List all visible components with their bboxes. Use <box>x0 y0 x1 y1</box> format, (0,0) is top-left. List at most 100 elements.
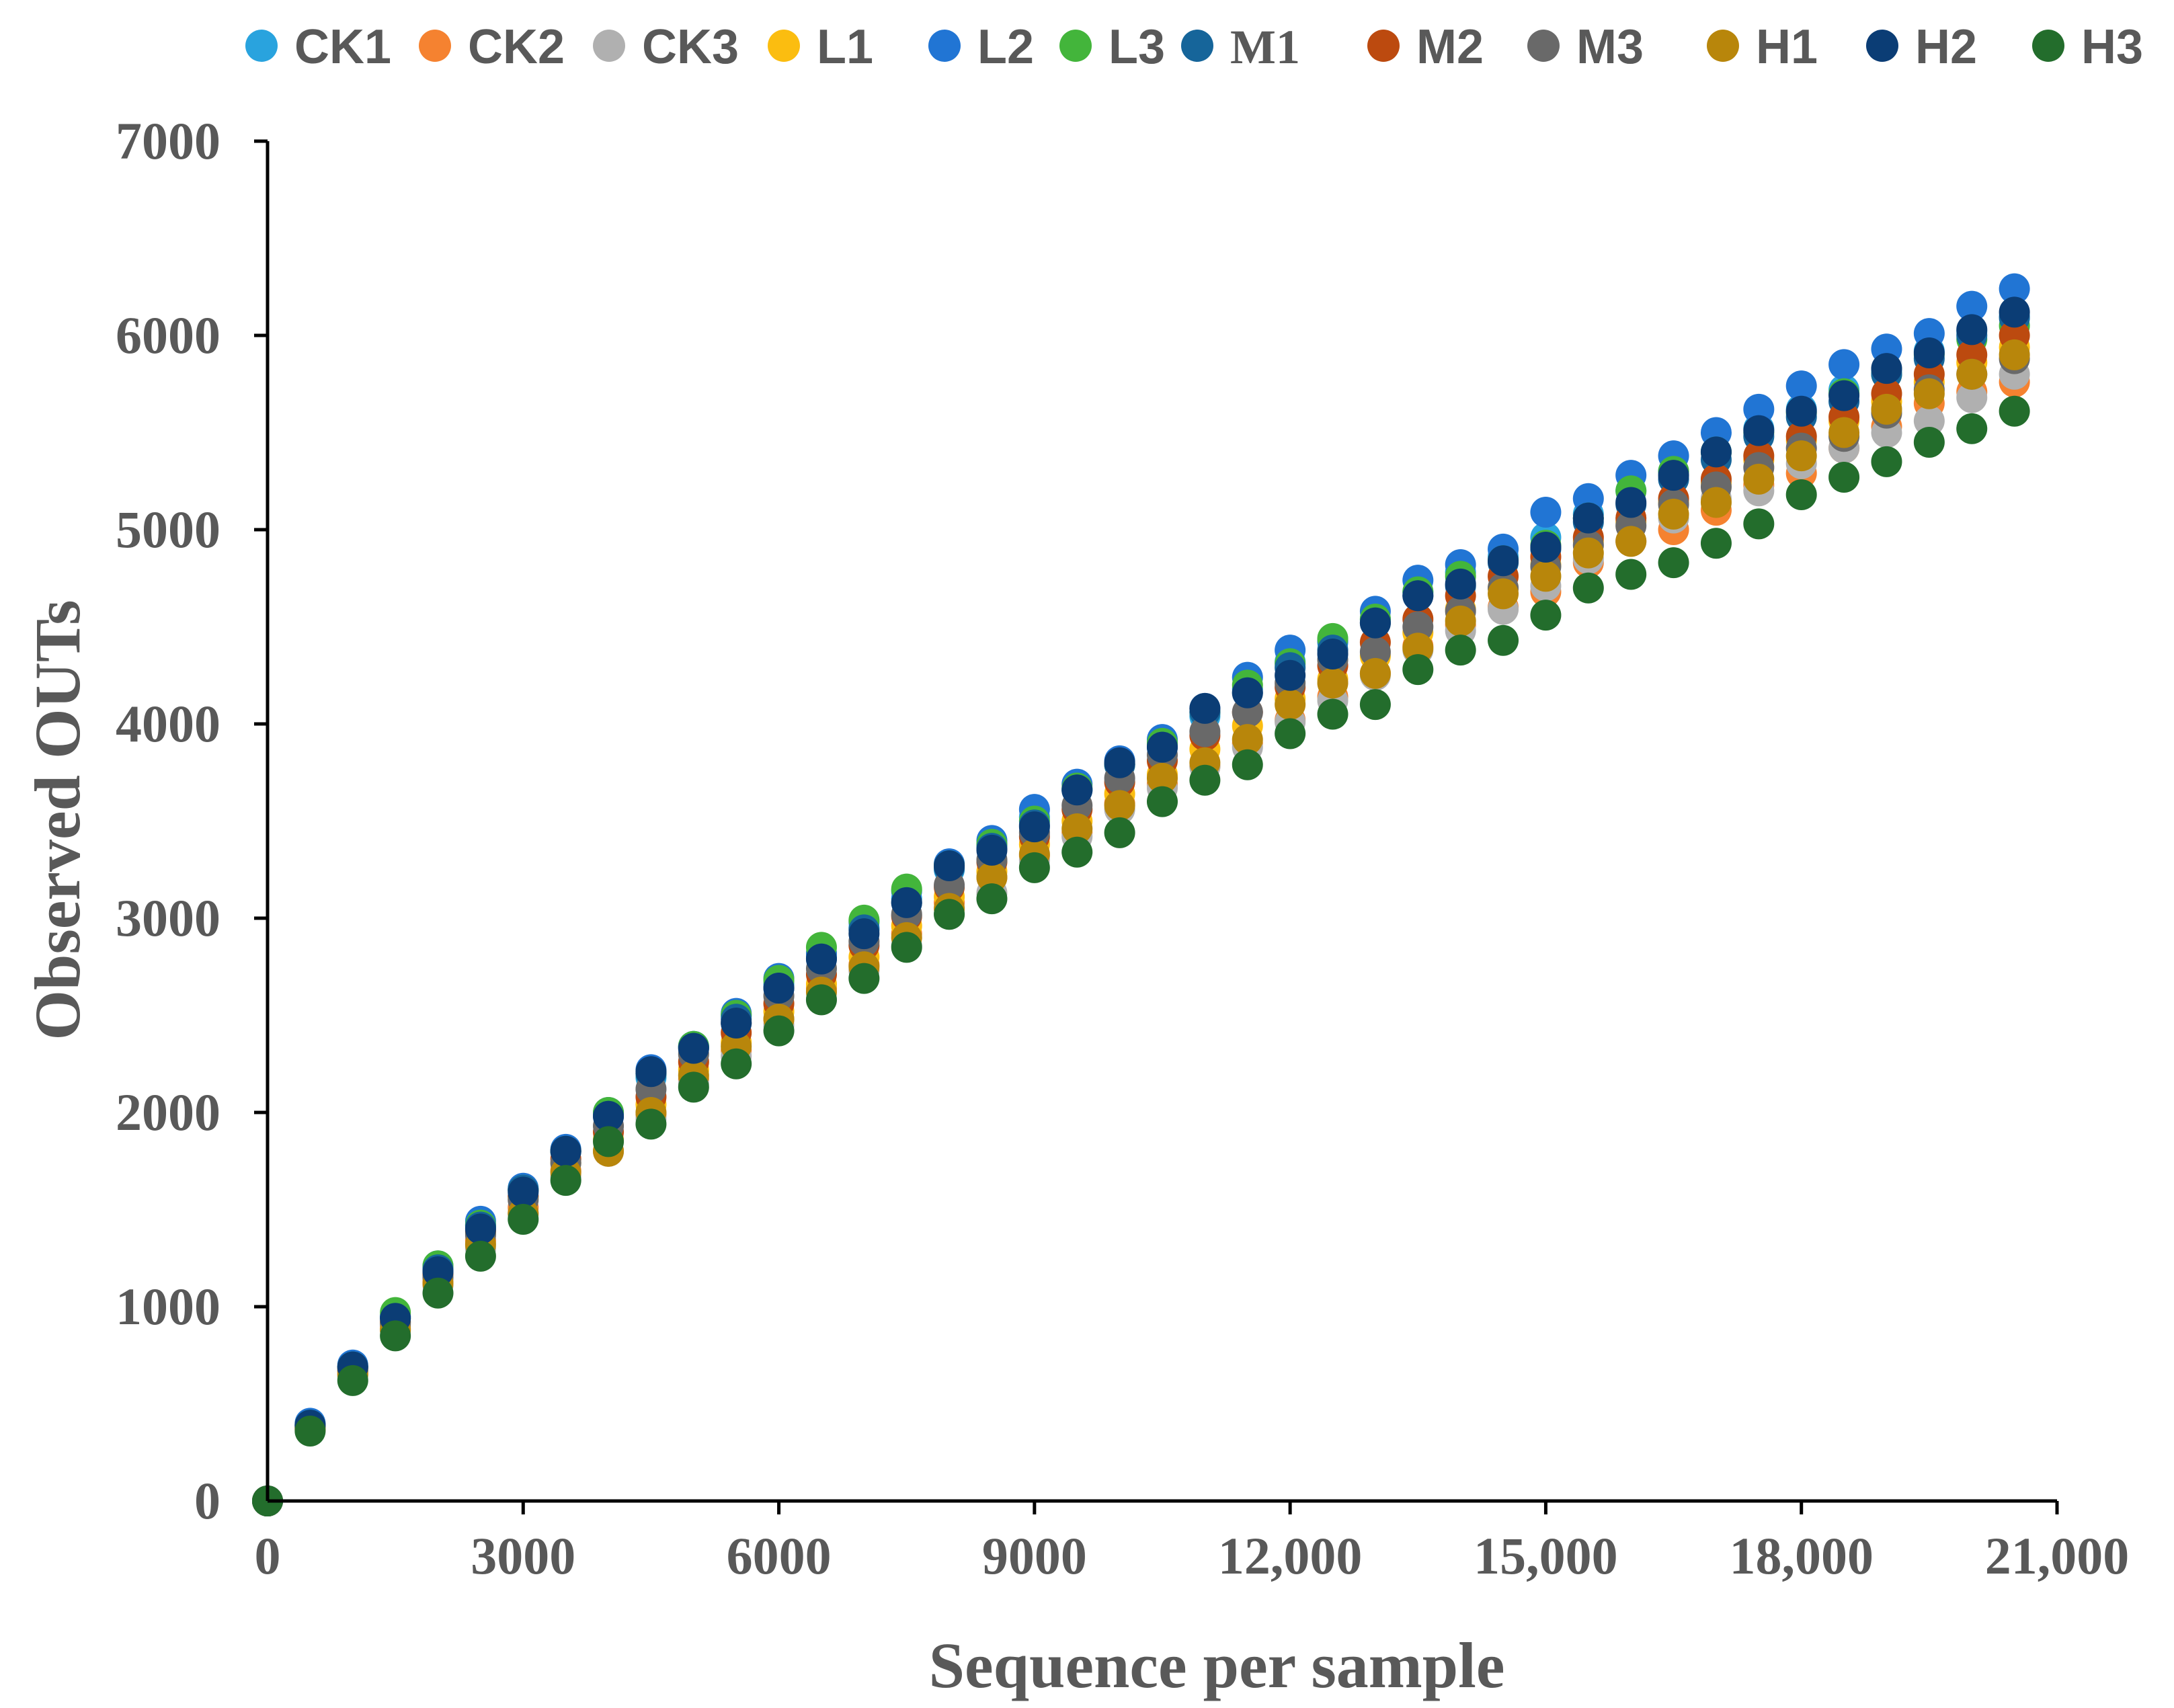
data-point <box>465 1213 496 1245</box>
legend: CK1 CK2 CK3 L1 L2 L3 M1 M2 M3 H1 H2 H3 <box>245 20 2143 74</box>
legend-marker <box>928 30 961 62</box>
data-point <box>1275 659 1306 691</box>
data-point <box>976 862 1008 893</box>
legend-marker <box>245 30 278 62</box>
data-point <box>1530 561 1562 592</box>
data-point <box>635 1056 667 1088</box>
data-point <box>1956 413 1988 444</box>
y-tick-label: 7000 <box>116 112 220 170</box>
data-point <box>508 1176 539 1208</box>
data-point <box>550 1135 581 1167</box>
legend-label: CK2 <box>468 20 565 74</box>
x-tick-label: 21,000 <box>1985 1527 2130 1585</box>
data-point <box>1402 633 1434 664</box>
data-point <box>1999 273 2030 304</box>
data-point <box>1189 764 1221 796</box>
data-point <box>1147 786 1178 817</box>
x-tick-label: 18,000 <box>1729 1527 1874 1585</box>
data-point <box>848 963 880 994</box>
data-point <box>1445 635 1476 666</box>
legend-label: L1 <box>817 20 873 74</box>
data-point <box>1530 496 1562 528</box>
data-point <box>1956 358 1988 390</box>
data-point <box>1828 417 1860 448</box>
data-point <box>805 943 837 975</box>
data-point <box>1658 498 1689 530</box>
data-point <box>721 1048 752 1080</box>
data-point <box>763 973 795 1004</box>
data-point <box>635 1108 667 1140</box>
x-tick-label: 6000 <box>727 1527 832 1585</box>
data-point <box>422 1277 454 1309</box>
data-point <box>805 984 837 1016</box>
data-point <box>1913 378 1945 409</box>
y-tick-label: 6000 <box>116 306 220 364</box>
x-tick-label: 3000 <box>471 1527 575 1585</box>
data-point <box>1189 692 1221 724</box>
legend-marker <box>593 30 625 62</box>
axis-ticks: 0 3000 6000 9000 12,000 15,000 18,000 21,000 0 10… <box>116 112 2129 1585</box>
data-point <box>1700 487 1732 518</box>
data-point <box>1359 689 1391 721</box>
y-tick-label: 4000 <box>116 694 220 753</box>
data-points <box>252 273 2030 1516</box>
data-point <box>1999 296 2030 328</box>
data-point <box>1785 440 1817 472</box>
data-point <box>721 1008 752 1039</box>
data-point <box>1488 624 1519 656</box>
legend-label: H3 <box>2081 20 2143 74</box>
data-point <box>1317 667 1348 699</box>
x-axis-title: Sequence per sample <box>929 1629 1505 1701</box>
data-point <box>1488 545 1519 577</box>
legend-label: M3 <box>1576 20 1644 74</box>
legend-marker <box>768 30 800 62</box>
data-point <box>1785 395 1817 427</box>
legend-label: H1 <box>1756 20 1818 74</box>
data-point <box>380 1320 411 1352</box>
data-point <box>508 1203 539 1235</box>
legend-label: H2 <box>1915 20 1977 74</box>
x-tick-label: 15,000 <box>1474 1527 1618 1585</box>
data-point <box>1359 607 1391 639</box>
data-point <box>934 850 965 881</box>
series-h3 <box>252 395 2030 1516</box>
data-point <box>1956 382 1988 413</box>
legend-marker <box>1866 30 1898 62</box>
data-point <box>1104 747 1135 778</box>
data-point <box>1061 836 1093 868</box>
data-point <box>1317 698 1348 730</box>
data-point <box>1785 370 1817 402</box>
data-point <box>678 1032 709 1064</box>
data-point <box>1232 749 1263 780</box>
data-point <box>1232 724 1263 756</box>
legend-marker <box>1181 30 1213 62</box>
data-point <box>848 918 880 950</box>
data-point <box>1700 528 1732 559</box>
x-tick-label: 12,000 <box>1218 1527 1363 1585</box>
data-point <box>1402 654 1434 686</box>
data-point <box>1445 568 1476 600</box>
legend-marker <box>1059 30 1092 62</box>
x-tick-label: 9000 <box>982 1527 1087 1585</box>
legend-marker <box>1707 30 1739 62</box>
legend-label: CK1 <box>294 20 391 74</box>
y-tick-label: 3000 <box>116 889 220 947</box>
data-point <box>1317 638 1348 669</box>
y-tick-label: 0 <box>194 1471 220 1530</box>
data-point <box>422 1256 454 1287</box>
data-point <box>1871 446 1902 477</box>
data-point <box>1658 460 1689 491</box>
data-point <box>1999 395 2030 427</box>
data-point <box>550 1165 581 1196</box>
legend-marker <box>2032 30 2064 62</box>
legend-marker <box>1367 30 1400 62</box>
data-point <box>1658 547 1689 579</box>
data-point <box>976 883 1008 915</box>
data-point <box>1785 479 1817 510</box>
legend-label: M2 <box>1416 20 1484 74</box>
data-point <box>1572 572 1604 604</box>
y-tick-label: 1000 <box>116 1277 220 1336</box>
series-ck2 <box>252 366 2030 1516</box>
legend-label: L2 <box>977 20 1034 74</box>
